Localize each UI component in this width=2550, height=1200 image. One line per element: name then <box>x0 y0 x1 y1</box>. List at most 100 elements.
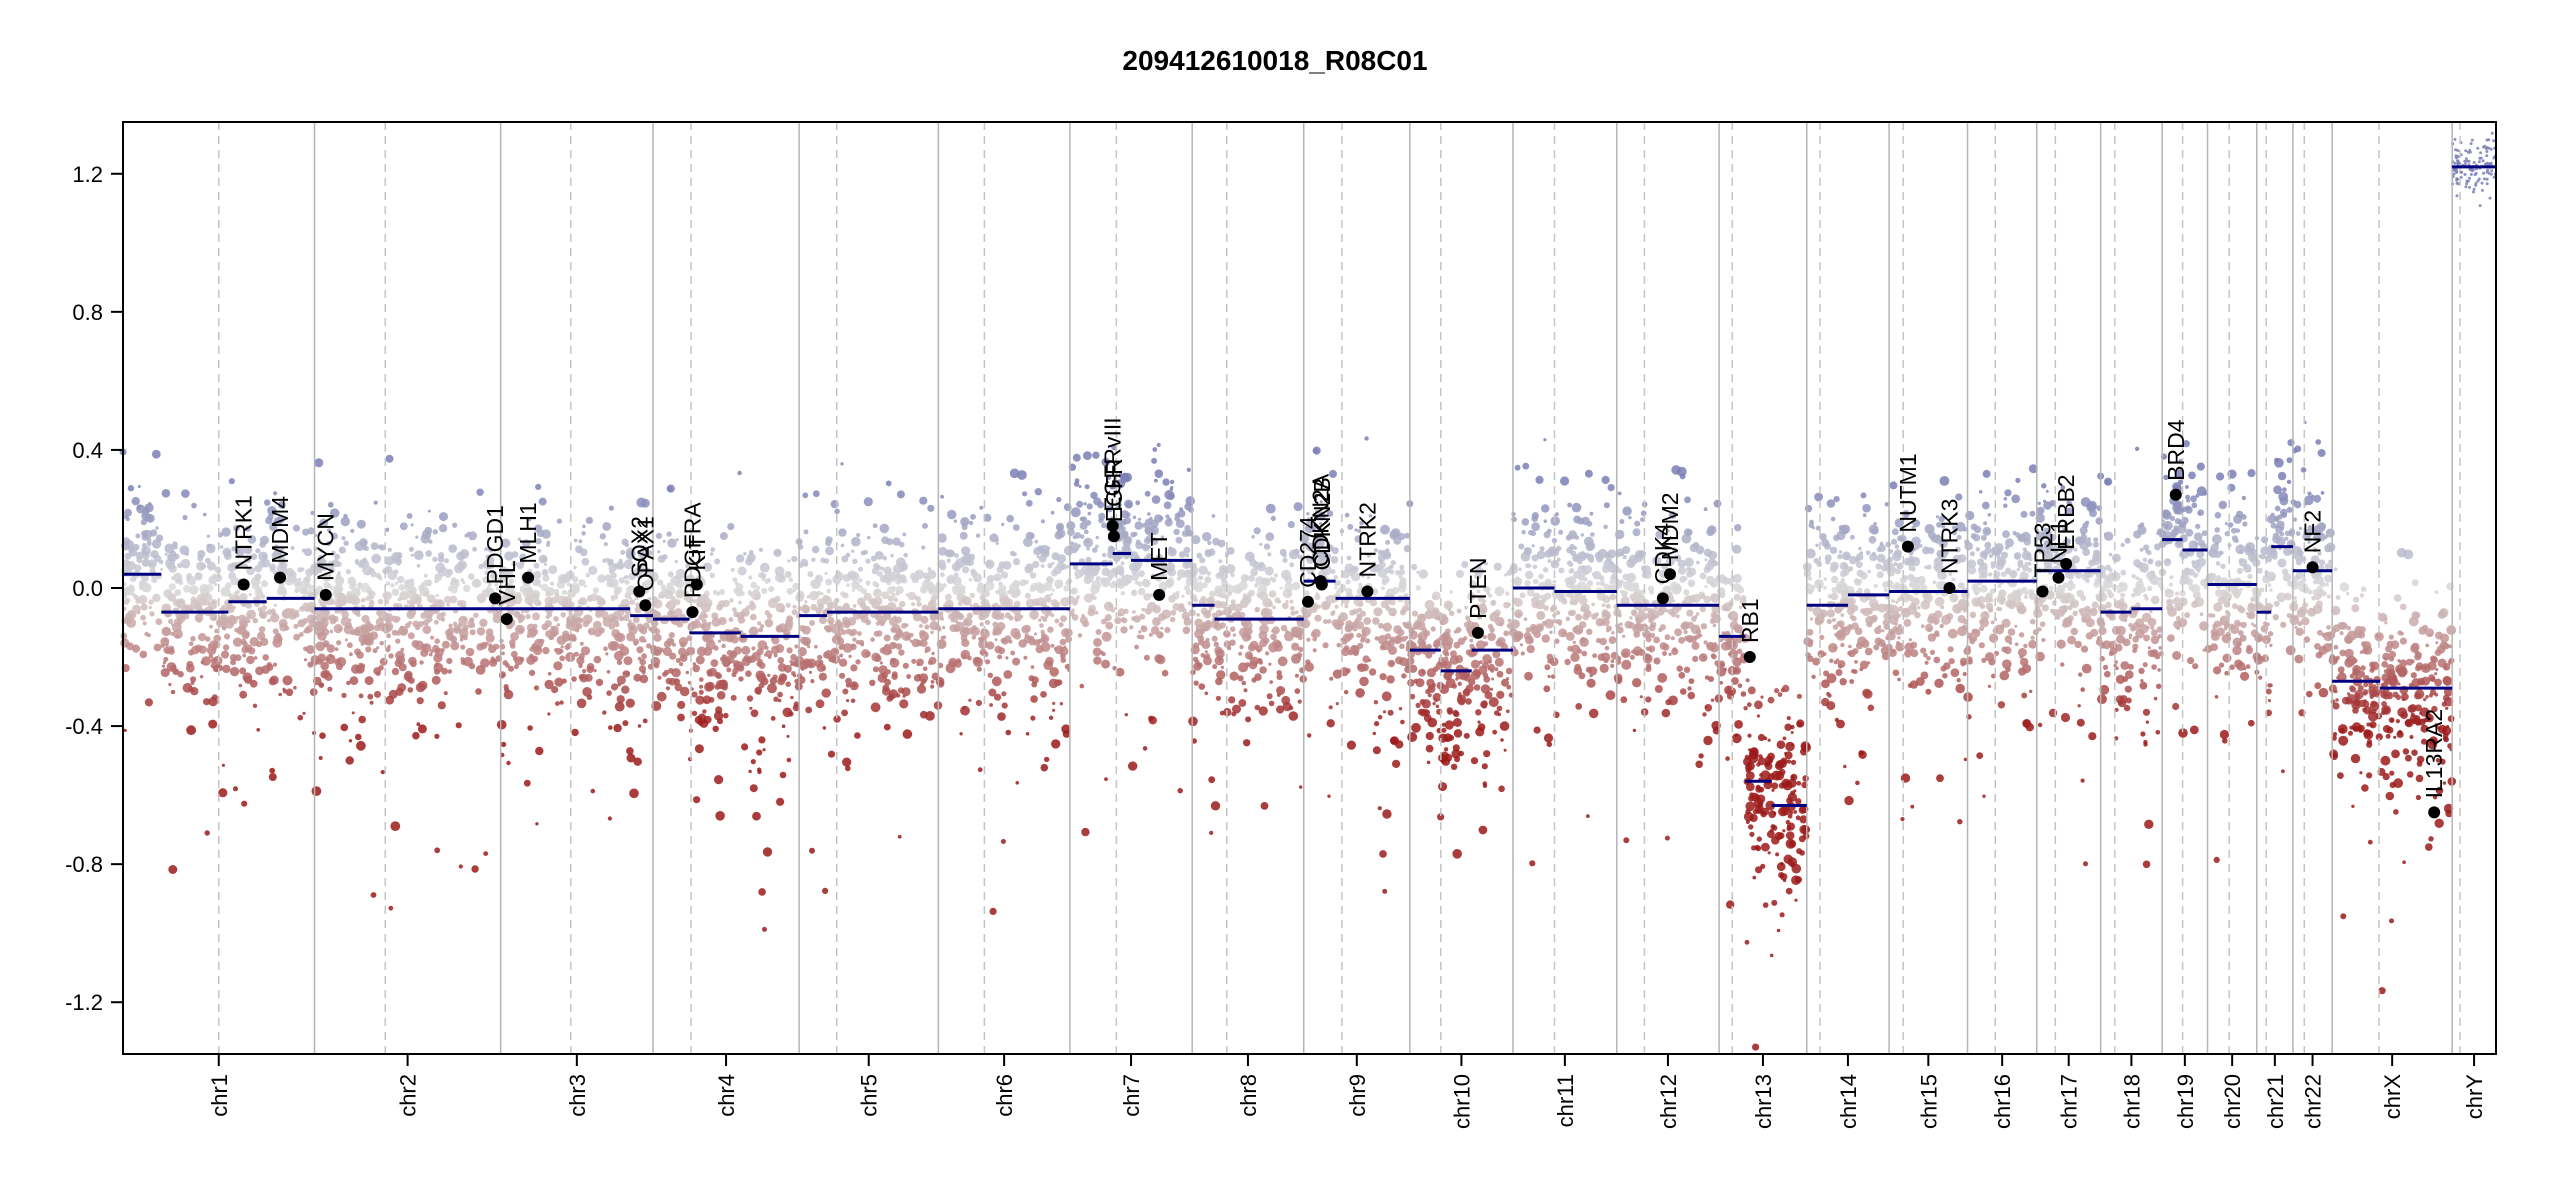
probe-point <box>867 535 871 540</box>
probe-point <box>1188 507 1194 513</box>
probe-point <box>554 588 560 594</box>
probe-point <box>242 653 247 658</box>
probe-point <box>890 553 894 558</box>
probe-point <box>1782 829 1786 833</box>
probe-point <box>1570 652 1580 662</box>
probe-point <box>498 576 506 584</box>
probe-point <box>800 558 809 567</box>
probe-point <box>894 577 903 585</box>
probe-point <box>817 654 823 661</box>
probe-point <box>1291 653 1301 664</box>
probe-point <box>415 535 419 539</box>
probe-point <box>1798 835 1806 843</box>
probe-point <box>450 579 460 589</box>
probe-point <box>1647 633 1651 638</box>
probe-point <box>977 767 983 773</box>
probe-point <box>230 562 237 569</box>
probe-point <box>895 628 903 636</box>
probe-point <box>1478 660 1483 665</box>
probe-point <box>1329 676 1334 681</box>
probe-point <box>840 629 847 635</box>
probe-point <box>258 610 268 619</box>
probe-point <box>845 765 851 772</box>
probe-point <box>851 549 855 553</box>
probe-point <box>1684 557 1694 567</box>
probe-point <box>714 775 724 785</box>
probe-point <box>1162 478 1170 486</box>
probe-point <box>845 677 852 685</box>
probe-point <box>247 647 256 655</box>
probe-point <box>702 562 713 572</box>
probe-point <box>438 524 448 533</box>
probe-point <box>1415 585 1422 591</box>
probe-point <box>1078 485 1082 488</box>
probe-point <box>842 643 853 653</box>
probe-point <box>1071 614 1079 621</box>
probe-point <box>1189 566 1199 575</box>
probe-point <box>365 595 372 601</box>
probe-point <box>554 677 564 687</box>
probe-point <box>1105 621 1114 630</box>
probe-point <box>1013 586 1018 590</box>
probe-point <box>1089 564 1100 575</box>
probe-point <box>820 557 826 563</box>
probe-point <box>1083 451 1092 460</box>
probe-point <box>183 613 190 620</box>
probe-point <box>1631 597 1637 603</box>
probe-point <box>554 593 560 600</box>
probe-point <box>666 531 672 537</box>
probe-point <box>1424 599 1435 610</box>
probe-point <box>694 744 704 754</box>
probe-point <box>1417 613 1427 623</box>
probe-point <box>924 646 931 653</box>
probe-point <box>1117 612 1122 617</box>
probe-point <box>1012 558 1021 566</box>
probe-point <box>1030 715 1036 721</box>
probe-point <box>814 644 818 649</box>
probe-point <box>582 669 587 674</box>
probe-point <box>657 675 662 680</box>
probe-point <box>1269 576 1274 581</box>
probe-point <box>743 552 747 556</box>
probe-point <box>305 625 313 633</box>
probe-point <box>1398 533 1406 540</box>
probe-point <box>1609 580 1614 585</box>
probe-point <box>1047 563 1053 569</box>
probe-point <box>1211 514 1216 518</box>
probe-point <box>1399 609 1407 616</box>
probe-point <box>973 657 983 667</box>
probe-point <box>577 623 583 629</box>
probe-point <box>1761 842 1770 852</box>
probe-point <box>538 583 542 588</box>
probe-point <box>935 676 945 686</box>
probe-point <box>918 673 929 683</box>
probe-point <box>454 563 464 574</box>
probe-point <box>824 571 828 576</box>
probe-point <box>1053 601 1061 608</box>
probe-point <box>322 640 330 648</box>
probe-point <box>1589 511 1594 516</box>
probe-point <box>166 662 177 672</box>
probe-point <box>142 621 147 626</box>
probe-point <box>319 518 329 528</box>
probe-point <box>155 526 159 530</box>
probe-point <box>492 570 497 575</box>
probe-point <box>367 623 375 632</box>
probe-point <box>423 590 430 598</box>
probe-point <box>555 647 563 655</box>
probe-point <box>560 612 566 618</box>
probe-point <box>1541 504 1550 513</box>
probe-point <box>1653 636 1660 644</box>
probe-point <box>160 668 170 678</box>
probe-point <box>1344 512 1350 518</box>
probe-point <box>1511 516 1517 523</box>
probe-point <box>895 591 900 596</box>
probe-point <box>609 569 614 574</box>
probe-point <box>970 513 976 520</box>
probe-point <box>1628 515 1632 520</box>
probe-point <box>1603 524 1608 529</box>
probe-point <box>1572 640 1576 644</box>
probe-point <box>1841 551 1851 561</box>
probe-point <box>1773 811 1777 815</box>
probe-point <box>732 577 738 583</box>
